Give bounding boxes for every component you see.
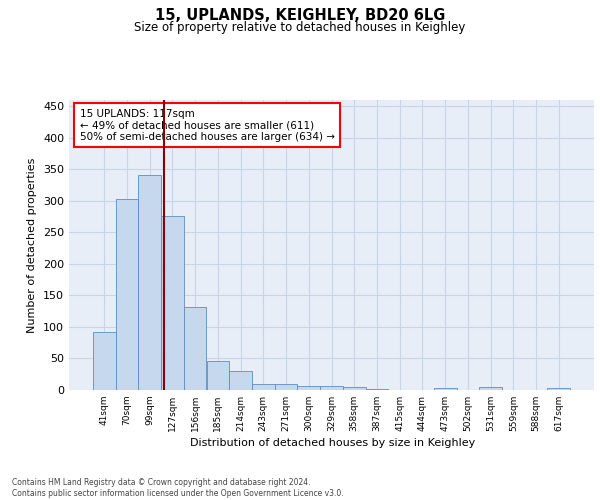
Bar	[365, 388, 388, 390]
Bar	[229, 371, 252, 390]
Y-axis label: Number of detached properties: Number of detached properties	[28, 158, 37, 332]
Text: Distribution of detached houses by size in Keighley: Distribution of detached houses by size …	[190, 438, 476, 448]
Bar	[434, 388, 457, 390]
Bar	[479, 388, 502, 390]
Bar	[206, 361, 229, 390]
Bar	[298, 386, 320, 390]
Text: 15 UPLANDS: 117sqm
← 49% of detached houses are smaller (611)
50% of semi-detach: 15 UPLANDS: 117sqm ← 49% of detached hou…	[79, 108, 335, 142]
Bar	[161, 216, 184, 390]
Bar	[547, 388, 570, 390]
Text: Size of property relative to detached houses in Keighley: Size of property relative to detached ho…	[134, 21, 466, 34]
Bar	[93, 332, 116, 390]
Bar	[275, 384, 298, 390]
Bar	[320, 386, 343, 390]
Bar	[139, 175, 161, 390]
Bar	[116, 199, 139, 390]
Text: 15, UPLANDS, KEIGHLEY, BD20 6LG: 15, UPLANDS, KEIGHLEY, BD20 6LG	[155, 8, 445, 22]
Bar	[252, 384, 275, 390]
Bar	[184, 308, 206, 390]
Bar	[343, 388, 365, 390]
Text: Contains HM Land Registry data © Crown copyright and database right 2024.
Contai: Contains HM Land Registry data © Crown c…	[12, 478, 344, 498]
